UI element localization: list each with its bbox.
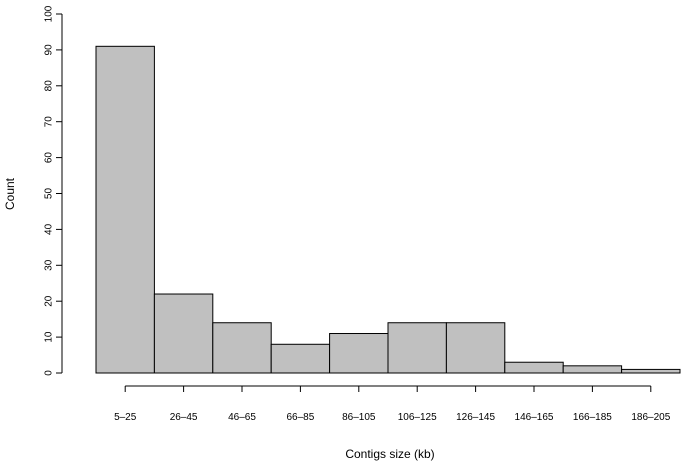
x-tick-label: 5–25 — [114, 412, 137, 423]
x-tick-label: 66–85 — [286, 412, 314, 423]
y-tick-label: 70 — [44, 116, 55, 128]
y-tick-label: 50 — [44, 188, 55, 200]
y-tick-label: 100 — [44, 5, 55, 22]
y-tick-label: 10 — [44, 331, 55, 343]
y-tick-label: 60 — [44, 152, 55, 164]
y-tick-label: 30 — [44, 259, 55, 271]
x-tick-label: 146–165 — [515, 412, 554, 423]
bar-186–205 — [621, 368, 681, 374]
x-axis-title: Contigs size (kb) — [345, 447, 434, 461]
x-tick-label: 126–145 — [456, 412, 495, 423]
bar-106–125 — [387, 322, 447, 374]
x-tick-label: 186–205 — [631, 412, 670, 423]
x-tick-label: 46–65 — [228, 412, 256, 423]
x-tick-label: 26–45 — [170, 412, 198, 423]
bar-146–165 — [504, 361, 564, 374]
y-tick-label: 0 — [44, 370, 55, 376]
bar-26–45 — [153, 293, 214, 374]
bar-5–25 — [95, 45, 155, 374]
bars-group — [95, 45, 681, 374]
y-tick-label: 80 — [44, 80, 55, 92]
bar-66–85 — [270, 343, 331, 374]
bar-86–105 — [329, 333, 389, 374]
x-tick-label: 106–125 — [398, 412, 437, 423]
x-tick-label: 86–105 — [342, 412, 376, 423]
y-tick-label: 20 — [44, 295, 55, 307]
bar-166–185 — [562, 365, 623, 374]
y-axis-title: Count — [3, 177, 17, 210]
y-tick-label: 40 — [44, 223, 55, 235]
y-tick-label: 90 — [44, 44, 55, 56]
y-axis: 0 10 20 30 40 50 60 70 80 90 100 — [44, 5, 63, 376]
bar-46–65 — [212, 322, 272, 374]
x-tick-label: 166–185 — [573, 412, 612, 423]
x-axis: 5–25 26–45 46–65 66–85 86–105 106–125 126–145 1… — [114, 385, 671, 423]
bar-126–145 — [445, 322, 506, 374]
